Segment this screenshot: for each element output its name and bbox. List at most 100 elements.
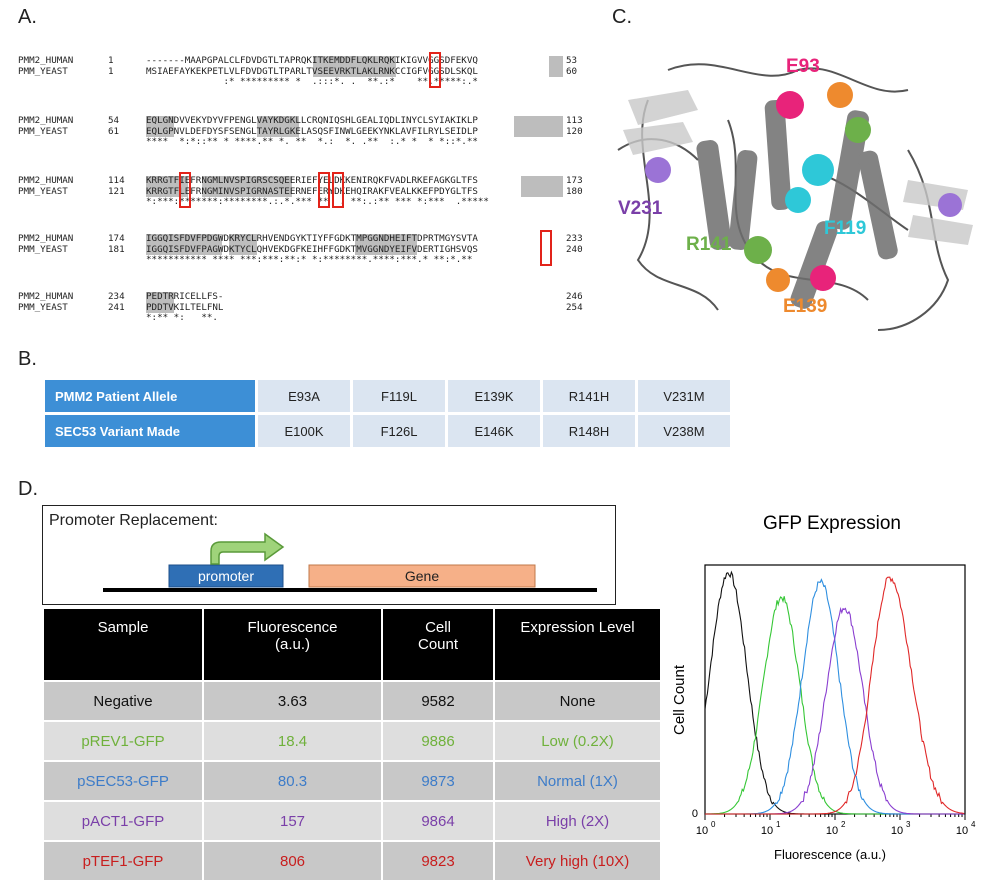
- mutation-highlight-box: [178, 172, 191, 208]
- table-row: PMM2 Patient Allele E93A F119L E139K R14…: [45, 380, 730, 412]
- x-tick-exponent: 4: [971, 820, 976, 829]
- expression-level: High (2X): [495, 802, 660, 840]
- alignment-block: PMM2_HUMAN 54 EQLGNDVVEKYDYVFPENGLVAYKDGKL…: [18, 115, 588, 152]
- table-cell: F119L: [353, 380, 445, 412]
- sequence-text: PEDTRRICELLFS-: [146, 291, 224, 302]
- conservation-shading: [354, 234, 418, 255]
- cell-count-value: 9886: [383, 722, 493, 760]
- position-number: 53: [566, 55, 578, 66]
- chart-title: GFP Expression: [763, 513, 901, 534]
- table-cell: R141H: [543, 380, 635, 412]
- sample-name: pSEC53-GFP: [44, 762, 202, 800]
- table-row: pACT1-GFP 157 9864 High (2X): [44, 802, 660, 840]
- cell-count-value: 9864: [383, 802, 493, 840]
- sequence-name: PMM2_HUMAN: [18, 55, 74, 66]
- histogram-series-3: [705, 606, 965, 815]
- chart-series: [704, 570, 965, 815]
- gene-label: Gene: [404, 568, 440, 584]
- table-row: Negative 3.63 9582 None: [44, 682, 660, 720]
- sequence-text: PDDTVKILTELFNL: [146, 301, 224, 313]
- position-number: 114: [108, 175, 125, 186]
- conservation-shading: [146, 116, 174, 137]
- histogram-series-1: [705, 596, 965, 815]
- conservation-shading: [514, 116, 563, 137]
- alignment-block: PMM2_HUMAN 174 IGGQISFDVFPDGWDKRYCLRHVENDG…: [18, 230, 588, 270]
- conservation-shading: [146, 292, 174, 313]
- conservation-shading: [146, 234, 223, 255]
- sequence-name: PMM2_HUMAN: [18, 115, 74, 126]
- fluorescence-value: 157: [204, 802, 381, 840]
- x-tick-exponent: 0: [711, 820, 716, 829]
- consensus-text: **** *:*::** * ****.** *. ** *.: *. .** …: [146, 136, 478, 147]
- table-header-row: Sample Fluorescence (a.u.) Cell Count Ex…: [44, 609, 660, 680]
- panel-label-a: A.: [18, 6, 37, 28]
- label-r141: R141: [686, 234, 732, 255]
- alignment-block: PMM2_HUMAN 114 KRRGTFIEFRNGMLNVSPIGRSCSQEE…: [18, 172, 588, 212]
- histogram-series-2: [705, 578, 965, 815]
- table-row: pSEC53-GFP 80.3 9873 Normal (1X): [44, 762, 660, 800]
- conservation-shading: [257, 116, 299, 137]
- conservation-shading: [146, 176, 188, 197]
- table-cell: R148H: [543, 415, 635, 447]
- position-number: 241: [108, 301, 125, 313]
- label-f119: F119: [824, 218, 867, 239]
- expression-level: None: [495, 682, 660, 720]
- sequence-text: EQLGNDVVEKYDYVFPENGLVAYKDGKLLCRQNIQSHLGE…: [146, 115, 478, 126]
- fluorescence-value: 806: [204, 842, 381, 880]
- position-number: 60: [566, 65, 578, 77]
- label-e139: E139: [783, 296, 828, 317]
- position-number: 121: [108, 185, 125, 197]
- x-tick-label: 10: [696, 825, 708, 837]
- table-cell: E139K: [448, 380, 540, 412]
- position-number: 234: [108, 291, 125, 302]
- sequence-text: KRRGTFIEFRNGMLNVSPIGRSCSQEERIEFYELDKKENI…: [146, 175, 478, 186]
- sequence-text: IGGQISFDVFPAGWDKTYCLQHVEKDGFKEIHFFGDKTMV…: [146, 243, 478, 255]
- promoter-title: Promoter Replacement:: [49, 512, 218, 529]
- panel-label-c: C.: [612, 6, 632, 28]
- histogram-series-0: [704, 570, 965, 815]
- variant-table: PMM2 Patient Allele E93A F119L E139K R14…: [42, 377, 733, 450]
- position-number: 180: [566, 185, 583, 197]
- cell-count-value: 9873: [383, 762, 493, 800]
- conservation-shading: [521, 176, 563, 197]
- promoter-label: promoter: [197, 568, 255, 584]
- expression-level: Very high (10X): [495, 842, 660, 880]
- promoter-replacement-box: Promoter Replacement: promoter Gene: [42, 505, 616, 605]
- sequence-name: PMM2_HUMAN: [18, 233, 74, 244]
- position-number: 1: [108, 55, 114, 66]
- helices: [696, 99, 898, 309]
- position-number: 240: [566, 243, 583, 255]
- sequence-name: PMM_YEAST: [18, 65, 68, 77]
- alignment-block: PMM2_HUMAN 1 -------MAAPGPALCLFDVDGTLTAPRQ…: [18, 52, 588, 92]
- histogram-series-4: [705, 576, 965, 815]
- variant-made-label: SEC53 Variant Made: [45, 415, 255, 447]
- fluorescence-value: 3.63: [204, 682, 381, 720]
- position-number: 61: [108, 125, 120, 137]
- table-cell: E100K: [258, 415, 350, 447]
- promoter-diagram: [103, 532, 597, 592]
- sequence-alignment: PMM2_HUMAN 1 -------MAAPGPALCLFDVDGTLTAPRQ…: [18, 52, 588, 342]
- position-number: 174: [108, 233, 125, 244]
- position-number: 173: [566, 175, 583, 186]
- sequence-text: KRRGTFLEFRNGMINVSPIGRNASTEERNEFERYDKEHQI…: [146, 185, 478, 197]
- x-tick-label: 10: [761, 825, 773, 837]
- consensus-text: *********** **** ***:***:**:* *:********…: [146, 254, 484, 265]
- protein-structure: [617, 63, 973, 331]
- conservation-shading: [312, 56, 397, 77]
- position-number: 113: [566, 115, 583, 126]
- table-cell: E146K: [448, 415, 540, 447]
- table-row: pTEF1-GFP 806 9823 Very high (10X): [44, 842, 660, 880]
- x-tick-exponent: 2: [841, 820, 846, 829]
- sample-name: pTEF1-GFP: [44, 842, 202, 880]
- position-number: 120: [566, 125, 583, 137]
- sequence-name: PMM_YEAST: [18, 125, 68, 137]
- consensus-text: *:** *: **.: [146, 312, 229, 323]
- conservation-shading: [229, 234, 258, 255]
- residue-spheres: [645, 82, 962, 292]
- sequence-name: PMM2_HUMAN: [18, 175, 74, 186]
- sequence-name: PMM2_HUMAN: [18, 291, 74, 302]
- consensus-text: :* ********* * .:::*. . **.:* **.*****:.…: [146, 76, 489, 87]
- position-number: 246: [566, 291, 583, 302]
- plot-frame: [704, 564, 966, 815]
